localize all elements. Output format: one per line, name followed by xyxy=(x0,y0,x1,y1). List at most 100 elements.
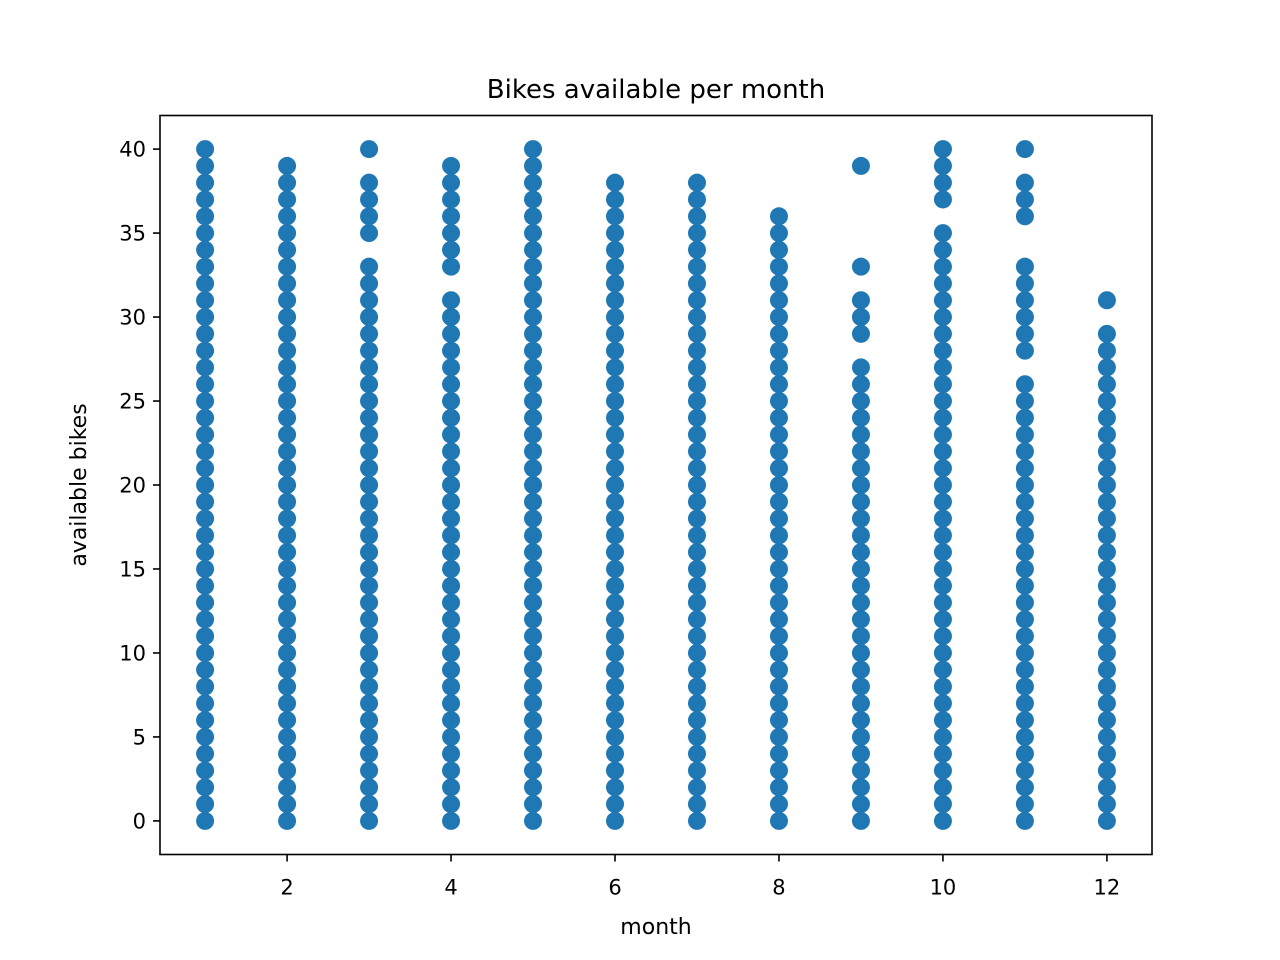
data-point xyxy=(1015,811,1034,830)
data-point xyxy=(278,559,297,578)
data-point xyxy=(360,576,379,595)
data-point xyxy=(933,358,952,377)
data-point xyxy=(196,425,215,444)
data-point xyxy=(278,543,297,562)
data-point xyxy=(687,761,706,780)
data-point xyxy=(278,660,297,679)
data-point xyxy=(278,190,297,209)
data-point xyxy=(278,476,297,494)
data-point xyxy=(1015,576,1034,595)
data-point xyxy=(442,559,461,578)
data-point xyxy=(442,492,461,511)
data-point xyxy=(442,324,461,343)
data-point xyxy=(687,375,706,394)
data-point xyxy=(278,375,297,394)
data-point xyxy=(687,526,706,545)
data-point xyxy=(769,744,788,763)
data-point xyxy=(933,392,952,411)
data-point xyxy=(687,324,706,343)
data-point xyxy=(769,257,788,276)
data-point xyxy=(851,610,870,629)
data-point xyxy=(196,492,215,511)
data-point xyxy=(687,576,706,595)
y-tick-label: 20 xyxy=(119,474,146,498)
data-point xyxy=(606,694,625,713)
data-point xyxy=(524,727,543,746)
data-point xyxy=(278,358,297,377)
data-point xyxy=(1097,610,1116,629)
data-point xyxy=(851,392,870,411)
data-point xyxy=(851,643,870,662)
data-point xyxy=(769,627,788,646)
data-point xyxy=(442,660,461,679)
data-point xyxy=(1015,559,1034,578)
data-point xyxy=(524,207,543,226)
data-point xyxy=(933,509,952,528)
data-point xyxy=(360,274,379,293)
data-point xyxy=(769,324,788,343)
data-point xyxy=(524,140,543,159)
data-point xyxy=(687,207,706,226)
data-point xyxy=(196,291,215,310)
data-point xyxy=(933,173,952,192)
data-point xyxy=(606,173,625,192)
data-point xyxy=(1097,425,1116,444)
data-point xyxy=(1015,593,1034,612)
data-point xyxy=(851,526,870,545)
data-point xyxy=(851,660,870,679)
data-point xyxy=(360,341,379,360)
data-point xyxy=(851,408,870,427)
data-point xyxy=(1097,559,1116,578)
x-tick-label: 4 xyxy=(444,876,457,900)
data-point xyxy=(196,358,215,377)
data-point xyxy=(769,559,788,578)
x-axis-title: month xyxy=(620,915,691,940)
data-point xyxy=(196,744,215,763)
data-point xyxy=(851,308,870,327)
data-point xyxy=(687,744,706,763)
data-point xyxy=(769,358,788,377)
data-point xyxy=(278,526,297,545)
data-point xyxy=(278,627,297,646)
data-point xyxy=(442,425,461,444)
y-tick-label: 5 xyxy=(133,725,146,749)
data-point xyxy=(851,778,870,797)
data-point xyxy=(360,375,379,394)
data-point xyxy=(687,358,706,377)
data-point xyxy=(933,643,952,662)
data-point xyxy=(1097,543,1116,562)
data-point xyxy=(278,442,297,461)
data-point xyxy=(606,677,625,696)
data-point xyxy=(606,408,625,427)
data-point xyxy=(769,492,788,511)
data-point xyxy=(687,727,706,746)
data-point xyxy=(196,576,215,595)
data-point xyxy=(278,509,297,528)
data-point xyxy=(442,308,461,327)
data-point xyxy=(1015,341,1034,360)
data-point xyxy=(606,341,625,360)
data-point xyxy=(196,190,215,209)
data-point xyxy=(278,392,297,411)
data-point xyxy=(687,341,706,360)
data-point xyxy=(606,476,625,494)
y-axis: 0 5 10 15 20 25 30 35 40 xyxy=(119,138,160,833)
data-point xyxy=(196,408,215,427)
data-point xyxy=(524,744,543,763)
data-point xyxy=(360,509,379,528)
data-point xyxy=(687,778,706,797)
data-point xyxy=(933,274,952,293)
data-point xyxy=(524,711,543,730)
data-point xyxy=(196,240,215,259)
data-point xyxy=(687,795,706,814)
data-point xyxy=(933,744,952,763)
data-point xyxy=(524,526,543,545)
data-point xyxy=(524,627,543,646)
data-point xyxy=(1015,408,1034,427)
data-point xyxy=(524,324,543,343)
data-point xyxy=(196,526,215,545)
data-point xyxy=(769,392,788,411)
data-point xyxy=(851,459,870,478)
data-point xyxy=(360,173,379,192)
data-point xyxy=(1015,257,1034,276)
